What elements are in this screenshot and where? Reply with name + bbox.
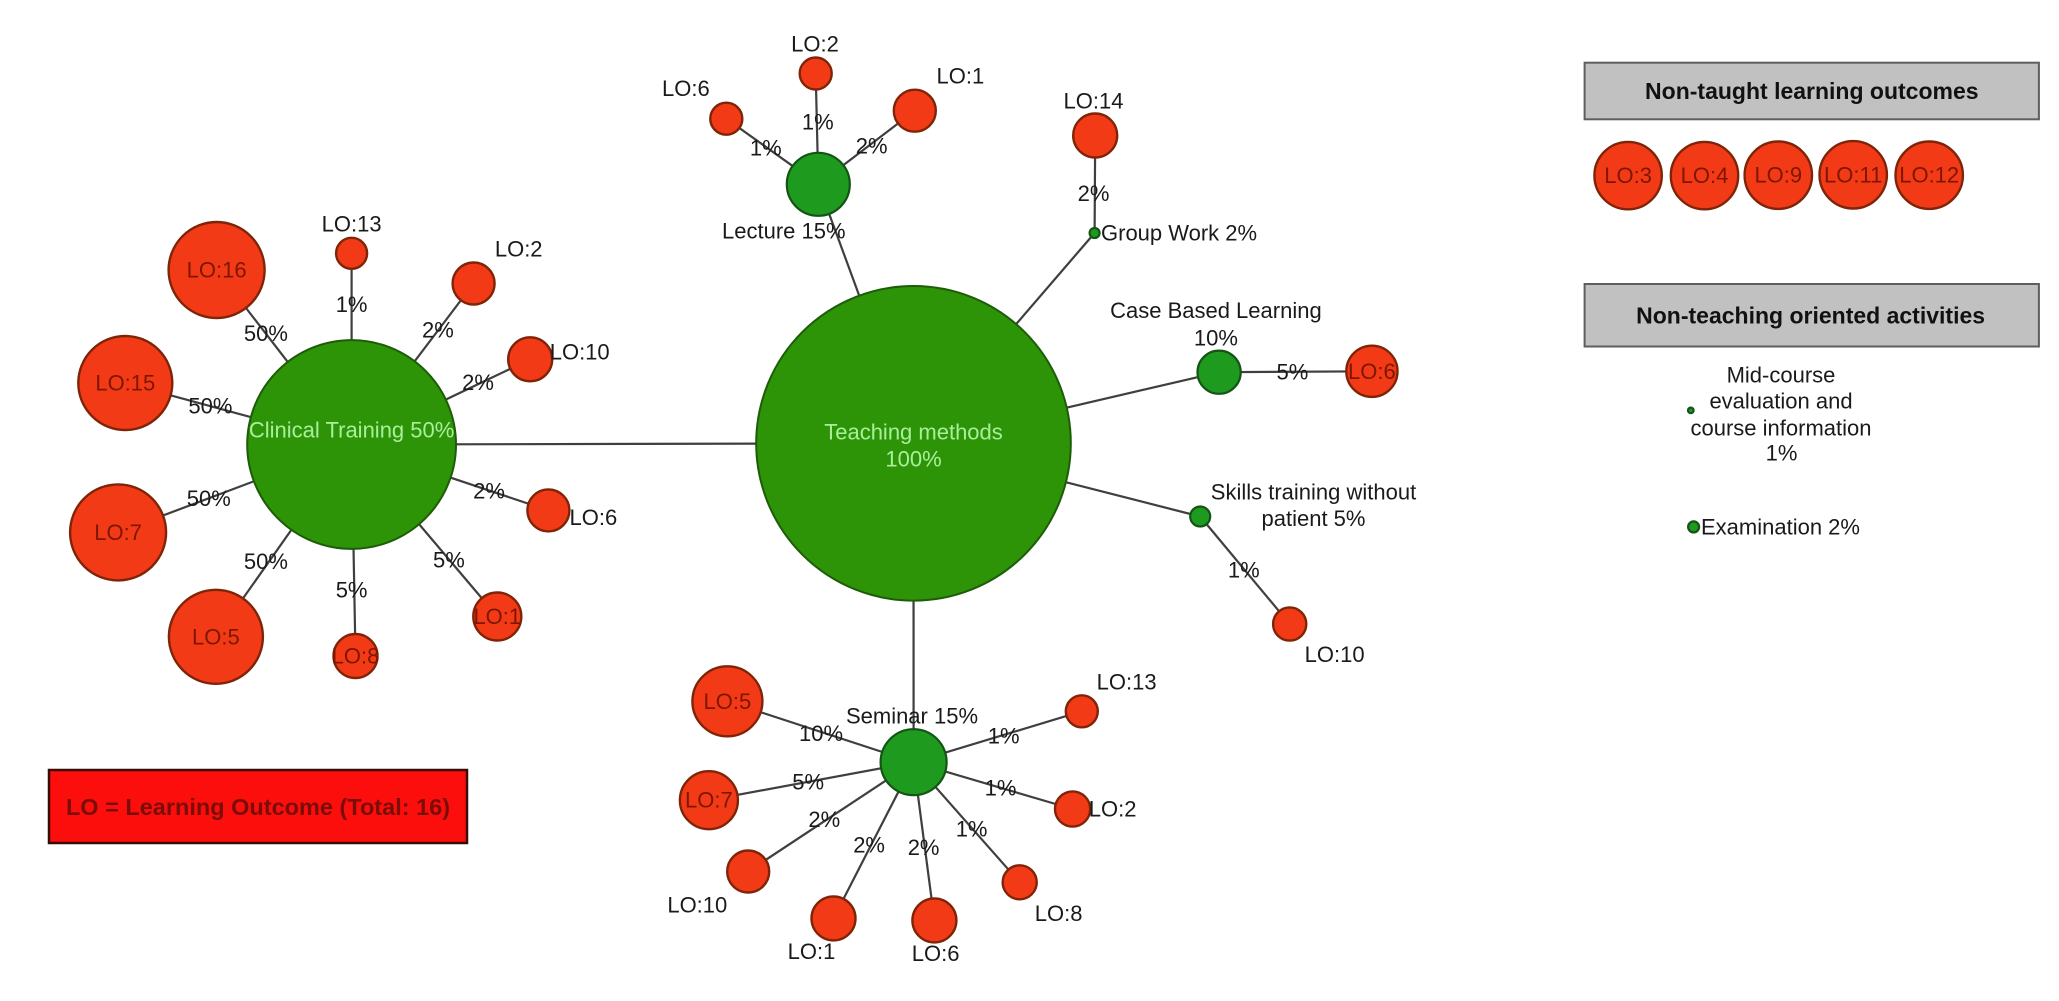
svg-text:LO:15: LO:15 — [95, 371, 155, 396]
svg-text:Skills training without: Skills training without — [1211, 479, 1416, 504]
svg-text:50%: 50% — [244, 321, 288, 346]
svg-text:10%: 10% — [799, 721, 843, 746]
svg-text:5%: 5% — [433, 547, 465, 572]
svg-text:50%: 50% — [188, 394, 232, 419]
svg-text:Seminar 15%: Seminar 15% — [846, 704, 978, 729]
svg-text:Group Work 2%: Group Work 2% — [1101, 221, 1257, 246]
svg-text:2%: 2% — [808, 807, 840, 832]
svg-text:LO:6: LO:6 — [912, 941, 960, 966]
svg-text:LO:5: LO:5 — [192, 624, 240, 649]
svg-text:LO:13: LO:13 — [322, 212, 382, 237]
svg-text:1%: 1% — [336, 292, 368, 317]
svg-text:course information: course information — [1691, 416, 1872, 441]
svg-text:5%: 5% — [336, 578, 368, 603]
svg-text:2%: 2% — [1078, 181, 1110, 206]
svg-text:LO:6: LO:6 — [662, 76, 710, 101]
svg-text:LO:16: LO:16 — [187, 258, 247, 283]
svg-text:LO:1: LO:1 — [937, 63, 985, 88]
svg-text:2%: 2% — [462, 370, 494, 395]
svg-text:LO:1: LO:1 — [788, 939, 836, 964]
svg-text:1%: 1% — [988, 724, 1020, 749]
svg-text:LO:1: LO:1 — [473, 604, 521, 629]
svg-text:LO:2: LO:2 — [791, 31, 839, 56]
svg-text:1%: 1% — [985, 776, 1017, 801]
svg-text:Lecture 15%: Lecture 15% — [722, 218, 846, 243]
svg-text:LO:10: LO:10 — [1305, 642, 1365, 667]
svg-text:2%: 2% — [853, 833, 885, 858]
svg-text:LO:11: LO:11 — [1824, 162, 1882, 187]
svg-text:LO:13: LO:13 — [1097, 670, 1157, 695]
svg-text:Clinical Training 50%: Clinical Training 50% — [249, 418, 454, 443]
svg-text:LO:7: LO:7 — [94, 520, 142, 545]
svg-text:Non-taught learning outcomes: Non-taught learning outcomes — [1645, 78, 1979, 104]
svg-text:LO:4: LO:4 — [1681, 163, 1729, 188]
svg-text:LO:2: LO:2 — [1089, 797, 1137, 822]
svg-text:2%: 2% — [908, 835, 940, 860]
svg-text:1%: 1% — [956, 817, 988, 842]
svg-text:Non-teaching oriented activiti: Non-teaching oriented activities — [1636, 303, 1985, 329]
svg-text:LO:8: LO:8 — [1035, 901, 1083, 926]
svg-text:Examination 2%: Examination 2% — [1701, 515, 1860, 540]
svg-text:Mid-course: Mid-course — [1727, 362, 1836, 387]
svg-text:10%: 10% — [1194, 326, 1238, 351]
svg-text:2%: 2% — [856, 133, 888, 158]
svg-text:50%: 50% — [187, 486, 231, 511]
svg-text:1%: 1% — [1766, 440, 1798, 465]
svg-text:LO = Learning Outcome (Total:: LO = Learning Outcome (Total: 16) — [66, 794, 450, 820]
svg-text:LO:5: LO:5 — [704, 689, 752, 714]
svg-text:LO:6: LO:6 — [1348, 359, 1396, 384]
svg-text:LO:8: LO:8 — [332, 644, 380, 669]
svg-text:2%: 2% — [422, 318, 454, 343]
svg-text:LO:3: LO:3 — [1604, 163, 1652, 188]
svg-text:LO:7: LO:7 — [685, 788, 733, 813]
svg-text:2%: 2% — [473, 479, 505, 504]
svg-text:LO:10: LO:10 — [550, 340, 610, 365]
svg-text:50%: 50% — [244, 549, 288, 574]
svg-text:100%: 100% — [885, 447, 941, 472]
svg-text:5%: 5% — [1277, 360, 1309, 385]
svg-text:Case Based Learning: Case Based Learning — [1110, 298, 1322, 323]
svg-text:5%: 5% — [792, 770, 824, 795]
svg-text:Teaching methods: Teaching methods — [824, 420, 1003, 445]
svg-text:LO:12: LO:12 — [1899, 163, 1959, 188]
svg-text:LO:9: LO:9 — [1754, 163, 1802, 188]
svg-text:1%: 1% — [1228, 558, 1260, 583]
svg-text:1%: 1% — [750, 135, 782, 160]
svg-text:LO:10: LO:10 — [667, 893, 727, 918]
svg-text:LO:6: LO:6 — [570, 505, 618, 530]
svg-text:LO:14: LO:14 — [1064, 88, 1124, 113]
svg-text:evaluation and: evaluation and — [1709, 389, 1852, 414]
svg-text:LO:2: LO:2 — [495, 237, 543, 262]
svg-text:patient 5%: patient 5% — [1262, 506, 1366, 531]
svg-text:1%: 1% — [802, 109, 834, 134]
